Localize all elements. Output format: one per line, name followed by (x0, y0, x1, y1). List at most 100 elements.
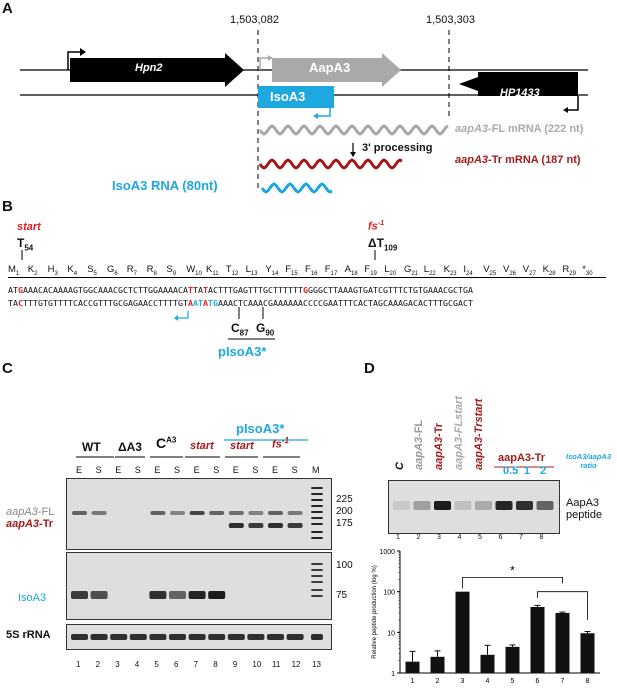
bar-lane-5 (505, 646, 520, 673)
codon-1: M1 (8, 264, 20, 277)
codon-underline (8, 277, 606, 278)
x-tick-label: 5 (511, 678, 515, 685)
hp1433-label: HP1433 (500, 87, 540, 99)
blot-band (248, 511, 264, 515)
lane-letter: E (272, 465, 279, 475)
blot-band (311, 523, 323, 525)
size-200: 200 (336, 506, 353, 517)
blot-band (311, 569, 323, 571)
blot-5s (66, 624, 332, 650)
codon-27: V27 (522, 264, 536, 277)
blot-band (311, 575, 323, 577)
d-lane-number: 1 (396, 534, 400, 541)
lane-number: 6 (174, 660, 179, 669)
row-tr-label: aapA3-Tr (6, 518, 54, 530)
blot-band (311, 505, 323, 507)
blot-band (393, 501, 410, 510)
fs-mutation: ΔT109 (368, 236, 398, 253)
codon-12: T12 (225, 264, 239, 277)
blot-band (267, 634, 284, 640)
x-tick-label: 8 (586, 678, 590, 685)
size-100: 100 (336, 560, 353, 571)
codon-21: G21 (404, 264, 419, 277)
blot-band (311, 511, 323, 513)
chart-peptide-production: 1 10 100 1000 Relative peptide production (l… (372, 549, 600, 685)
blot-band (170, 511, 185, 515)
lane-letter: S (95, 465, 102, 475)
blot-band (150, 511, 166, 515)
blot-band (475, 501, 492, 510)
codon-22: L22 (423, 264, 436, 277)
hpn2-label: Hpn2 (135, 62, 163, 74)
blot-band (247, 634, 265, 640)
size-175: 175 (336, 518, 353, 529)
blot-band (149, 634, 167, 640)
panel-a-label: A (2, 0, 13, 17)
isoa3-label: IsoA3 (270, 89, 306, 104)
codon-15: F15 (285, 264, 298, 277)
group-fs: fs-1 (272, 436, 289, 451)
coord-left: 1,503,082 (230, 14, 279, 26)
d-lane-number: 3 (437, 534, 441, 541)
blot-band (495, 501, 513, 510)
lane-numbers-c: 1 2 3 4 5 6 7 8 9 10 11 12 13 (0, 660, 617, 672)
aapa3-gene-arrow (272, 53, 401, 87)
d-lane-label: aapA3-Trstart (473, 398, 485, 470)
blot-band (287, 511, 303, 515)
codon-28: K28 (542, 264, 556, 277)
blot-band (72, 511, 87, 515)
lane-number: 11 (272, 660, 281, 669)
sequence-top: ATGAAACACAAAAGTGGCAAACGCTCTTGGAAAACATTAT… (8, 285, 473, 295)
ratio-title: IsoA3/aapA3 ratio (566, 452, 612, 470)
bar-lane-2 (430, 656, 445, 673)
fs-word: fs-1 (368, 220, 385, 233)
blot-band (169, 591, 186, 599)
blot-peptide (388, 480, 560, 534)
blot-band (311, 563, 323, 565)
panel-b-label: B (2, 198, 13, 215)
codon-7: R7 (126, 264, 138, 277)
codon-3: H3 (47, 264, 58, 277)
x-tick-label: 2 (436, 678, 440, 685)
blot-band (248, 523, 264, 528)
codon-16: F16 (305, 264, 318, 277)
blot-band (311, 493, 323, 495)
lane-letter: S (174, 465, 181, 475)
blot-band (268, 511, 283, 515)
d-lane-label: aapA3-FLstart (453, 396, 465, 470)
d-lane-numbers: 1 2 3 4 5 6 7 8 (388, 534, 558, 544)
significance-bracket-2 (537, 591, 588, 621)
codon-2: K2 (27, 264, 38, 277)
codon-14: Y14 (265, 264, 279, 277)
peptide-label: AapA3 peptide (566, 497, 603, 521)
y-tick-label: 1000 (379, 549, 395, 556)
y-axis-label: Relative peptide production (log %) (372, 565, 378, 658)
codon-10: W10 (186, 264, 202, 277)
group-start: start (190, 440, 214, 452)
isoa3-rna-label: IsoA3 RNA (80nt) (112, 178, 218, 193)
codon-11: K11 (206, 264, 219, 277)
bar-lane-4 (480, 654, 495, 673)
x-tick-label: 3 (461, 678, 465, 685)
blot-band (228, 523, 244, 528)
blot-band (208, 591, 226, 599)
blot-band (311, 595, 323, 597)
group-pisoa3-start: start (230, 440, 254, 452)
blot-band (311, 581, 323, 583)
d-lane-number: 2 (416, 534, 421, 541)
d-lane-number: 4 (457, 534, 462, 541)
blot-isoa3 (66, 552, 332, 620)
d-lane-number: 6 (498, 534, 503, 541)
blot-band (189, 511, 205, 515)
lane-letter: E (232, 465, 239, 475)
mut-c87: C87 (231, 321, 249, 338)
isoa3-gene-box (258, 86, 334, 108)
start-word: start (17, 221, 41, 233)
blot-band (311, 537, 323, 539)
blot-band (91, 511, 107, 515)
blot-band (169, 634, 186, 640)
codon-30: *30 (582, 264, 593, 277)
lane-number: 1 (76, 660, 81, 669)
codon-4: K4 (67, 264, 78, 277)
bar-lane-6 (530, 606, 545, 673)
